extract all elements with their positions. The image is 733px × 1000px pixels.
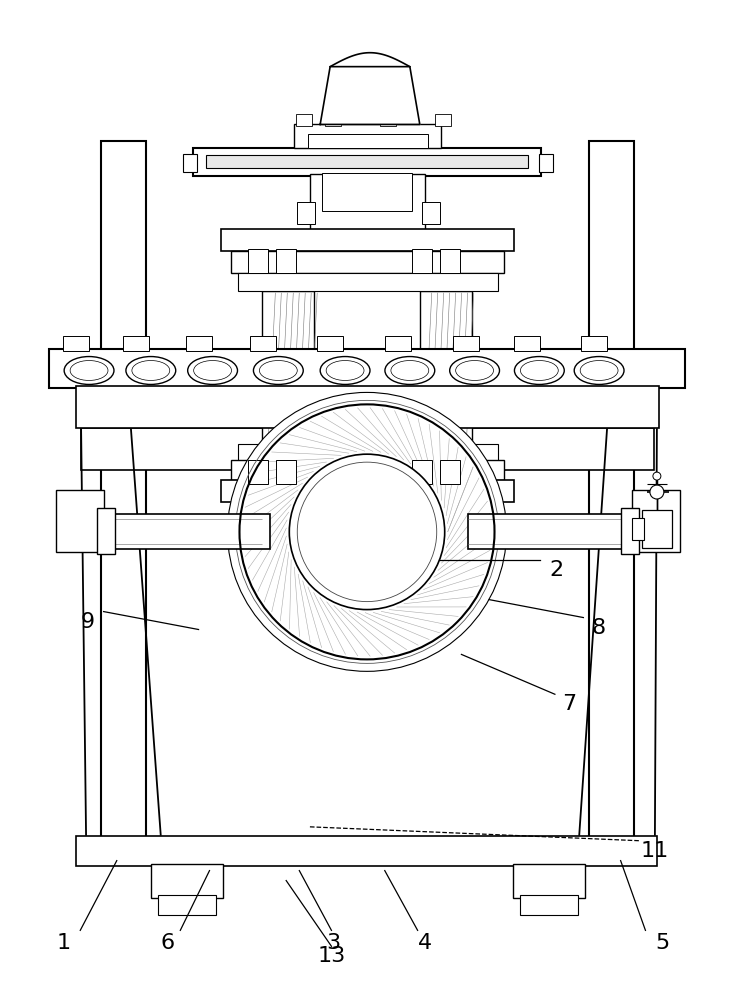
Bar <box>230 251 504 273</box>
Bar <box>294 124 441 148</box>
Circle shape <box>298 462 437 602</box>
Text: 13: 13 <box>318 946 346 966</box>
Bar <box>308 134 428 148</box>
Circle shape <box>227 392 507 671</box>
Bar <box>183 154 196 172</box>
Ellipse shape <box>65 357 114 384</box>
Bar <box>248 460 268 484</box>
Bar <box>49 349 685 388</box>
Bar <box>589 141 634 864</box>
Ellipse shape <box>520 361 559 380</box>
Bar <box>158 895 216 915</box>
Bar <box>632 490 679 552</box>
Ellipse shape <box>70 361 108 380</box>
Text: 8: 8 <box>592 618 605 638</box>
Text: 11: 11 <box>641 841 669 861</box>
Bar <box>76 386 659 428</box>
Bar <box>185 336 212 351</box>
Bar <box>63 336 89 351</box>
Circle shape <box>290 454 445 610</box>
Ellipse shape <box>132 361 170 380</box>
Text: 6: 6 <box>161 933 175 953</box>
Bar <box>539 154 553 172</box>
Bar <box>513 864 585 898</box>
Polygon shape <box>320 67 420 124</box>
Ellipse shape <box>126 357 176 384</box>
Circle shape <box>650 485 664 499</box>
Bar <box>420 291 471 502</box>
Bar <box>323 173 412 211</box>
Ellipse shape <box>385 357 435 384</box>
Bar <box>317 336 343 351</box>
Bar <box>296 114 312 126</box>
Text: 4: 4 <box>418 933 432 953</box>
Ellipse shape <box>194 361 232 380</box>
Bar <box>520 895 578 915</box>
Bar <box>206 155 528 168</box>
Bar <box>632 518 644 540</box>
Bar <box>221 229 515 251</box>
Bar <box>221 480 515 502</box>
Bar <box>642 510 672 548</box>
Bar <box>238 444 498 462</box>
Bar <box>101 514 270 549</box>
Text: 2: 2 <box>549 560 564 580</box>
Bar <box>412 249 432 273</box>
Ellipse shape <box>320 357 370 384</box>
Ellipse shape <box>574 357 624 384</box>
Bar <box>440 460 460 484</box>
Bar <box>298 202 315 224</box>
Bar <box>238 273 498 291</box>
Ellipse shape <box>188 357 237 384</box>
Bar <box>56 490 104 552</box>
Bar <box>581 336 607 351</box>
Bar <box>621 508 639 554</box>
Bar <box>76 836 657 866</box>
Bar <box>101 141 146 864</box>
Bar <box>385 336 410 351</box>
Bar <box>123 336 149 351</box>
Bar <box>310 174 425 231</box>
Bar <box>251 336 276 351</box>
Bar <box>151 864 223 898</box>
Bar <box>453 336 479 351</box>
Bar <box>276 460 296 484</box>
Text: 1: 1 <box>56 933 70 953</box>
Ellipse shape <box>581 361 618 380</box>
Bar <box>81 428 654 470</box>
Bar <box>325 114 341 126</box>
Bar <box>262 291 314 502</box>
Text: 5: 5 <box>655 933 669 953</box>
Bar <box>468 514 632 549</box>
Text: 3: 3 <box>327 933 341 953</box>
Ellipse shape <box>326 361 364 380</box>
Text: 9: 9 <box>81 612 95 632</box>
Bar <box>412 460 432 484</box>
Circle shape <box>653 472 661 480</box>
Bar <box>435 114 451 126</box>
Bar <box>276 249 296 273</box>
Bar <box>421 202 440 224</box>
Bar <box>248 249 268 273</box>
Ellipse shape <box>449 357 499 384</box>
Bar <box>380 114 396 126</box>
Text: 7: 7 <box>562 694 577 714</box>
Bar <box>97 508 115 554</box>
Ellipse shape <box>391 361 429 380</box>
Bar <box>230 460 504 480</box>
Ellipse shape <box>259 361 298 380</box>
Ellipse shape <box>456 361 493 380</box>
Ellipse shape <box>254 357 303 384</box>
Bar <box>193 148 542 176</box>
Ellipse shape <box>515 357 564 384</box>
Bar <box>440 249 460 273</box>
Bar <box>515 336 540 351</box>
